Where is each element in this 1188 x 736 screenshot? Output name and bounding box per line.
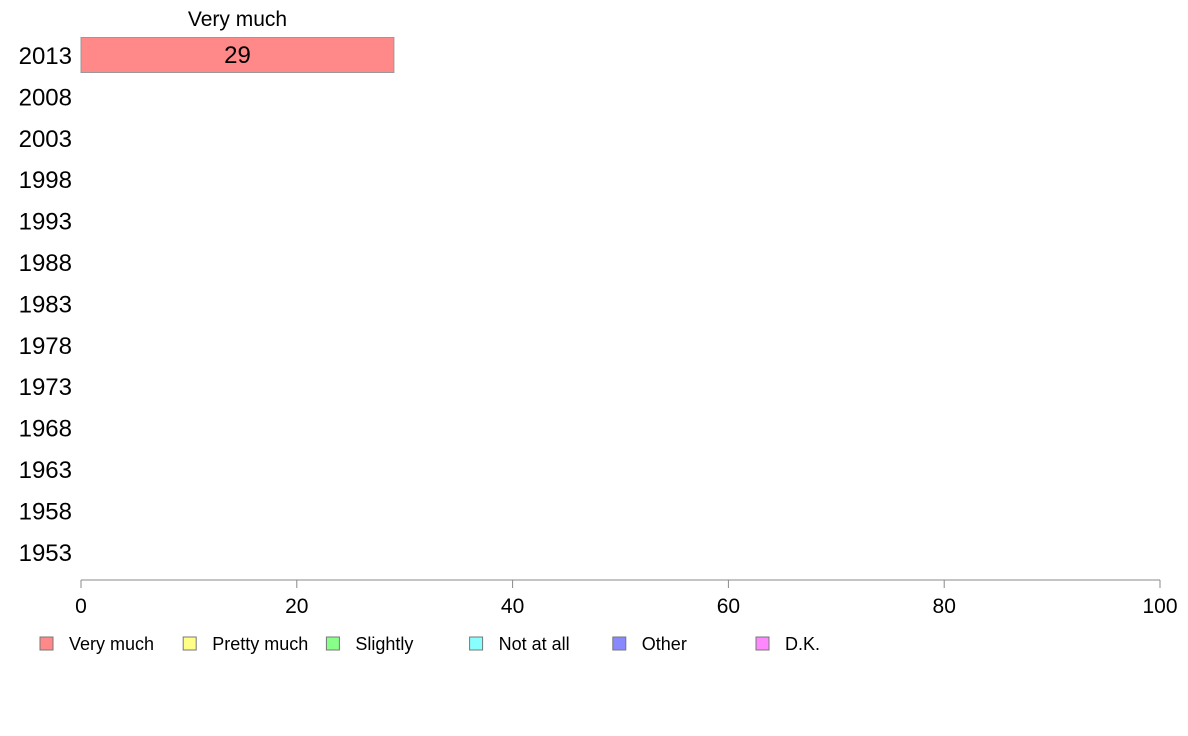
year-label: 2003 xyxy=(19,126,72,153)
bars: 29 xyxy=(80,37,395,73)
legend-swatch xyxy=(755,636,770,651)
year-label: 1983 xyxy=(19,291,72,318)
series-header: Very much xyxy=(188,8,287,31)
year-label: 2013 xyxy=(19,43,72,70)
legend-label: Pretty much xyxy=(212,634,308,654)
year-label: 1973 xyxy=(19,374,72,401)
year-label: 1998 xyxy=(19,167,72,194)
legend-label: D.K. xyxy=(785,634,820,654)
legend-label: Other xyxy=(642,634,687,654)
x-axis: 0 20 40 60 80 100 xyxy=(75,579,1178,618)
year-label: 1963 xyxy=(19,457,72,484)
legend-swatch xyxy=(39,636,54,651)
year-label: 1978 xyxy=(19,333,72,360)
year-label: 1993 xyxy=(19,209,72,236)
year-label: 1968 xyxy=(19,416,72,443)
x-tick-label: 0 xyxy=(75,595,87,618)
x-tick-label: 60 xyxy=(717,595,740,618)
legend-swatch xyxy=(325,636,340,651)
year-label: 2008 xyxy=(19,84,72,111)
legend-swatch xyxy=(182,636,197,651)
x-tick-label: 20 xyxy=(285,595,308,618)
legend-label: Very much xyxy=(69,634,154,654)
x-tick-label: 100 xyxy=(1142,595,1177,618)
legend-label: Slightly xyxy=(355,634,413,654)
legend: Very much Pretty much Slightly Not at all Ot… xyxy=(39,634,820,654)
legend-swatch xyxy=(469,636,484,651)
bar-value-label: 29 xyxy=(224,42,251,69)
year-label: 1988 xyxy=(19,250,72,277)
x-tick-label: 40 xyxy=(501,595,524,618)
x-tick-label: 80 xyxy=(933,595,956,618)
year-label: 1958 xyxy=(19,498,72,525)
bar-segment xyxy=(80,37,395,73)
year-label: 1953 xyxy=(19,540,72,567)
legend-swatch xyxy=(612,636,627,651)
year-labels: 2013 2008 2003 1998 1993 1988 1983 1978 1973 1968… xyxy=(19,43,72,567)
legend-label: Not at all xyxy=(499,634,570,654)
